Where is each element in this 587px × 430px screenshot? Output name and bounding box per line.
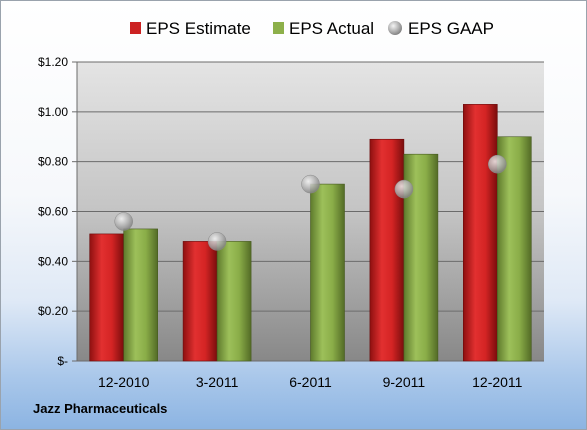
eps-actual-bar (496, 136, 532, 362)
y-tick-label: $0.80 (38, 155, 68, 169)
y-tick-label: $1.00 (38, 105, 68, 119)
x-tick-label: 6-2011 (289, 374, 332, 390)
x-axis-ticks: 12-2010 3-2011 6-2011 9-2011 12-2011 (98, 374, 523, 390)
eps-gaap-marker (301, 174, 320, 194)
y-tick-label: $- (57, 354, 68, 368)
eps-gaap-marker (488, 154, 507, 174)
eps-actual-bar (310, 183, 345, 362)
y-tick-label: $1.20 (38, 55, 68, 69)
eps-actual-bar (216, 241, 252, 362)
eps-gaap-legend-label: EPS GAAP (408, 19, 494, 38)
x-tick-label: 12-2010 (98, 374, 150, 390)
legend: EPS Estimate EPS Actual EPS GAAP (130, 19, 494, 38)
gaap-markers (114, 154, 507, 251)
eps-estimate-legend-swatch (130, 22, 141, 34)
eps-gaap-marker (207, 232, 227, 251)
eps-estimate-bar (89, 233, 124, 362)
eps-estimate-legend-label: EPS Estimate (146, 19, 251, 38)
eps-actual-legend-label: EPS Actual (289, 19, 374, 38)
eps-estimate-bar (462, 104, 498, 362)
eps-actual-bar (123, 228, 158, 362)
company-name: Jazz Pharmaceuticals (33, 401, 168, 416)
y-tick-label: $0.60 (38, 205, 68, 219)
eps-gaap-marker (114, 212, 133, 231)
y-tick-label: $0.40 (38, 254, 68, 268)
eps-gaap-legend-swatch (388, 21, 402, 35)
y-tick-label: $0.20 (38, 304, 68, 318)
eps-estimate-bar (182, 241, 218, 362)
x-tick-label: 12-2011 (472, 374, 523, 390)
x-tick-label: 9-2011 (383, 374, 426, 390)
x-tick-label: 3-2011 (196, 374, 239, 390)
eps-actual-legend-swatch (273, 22, 284, 34)
eps-estimate-bar (369, 138, 405, 362)
eps-gaap-marker (394, 179, 414, 199)
